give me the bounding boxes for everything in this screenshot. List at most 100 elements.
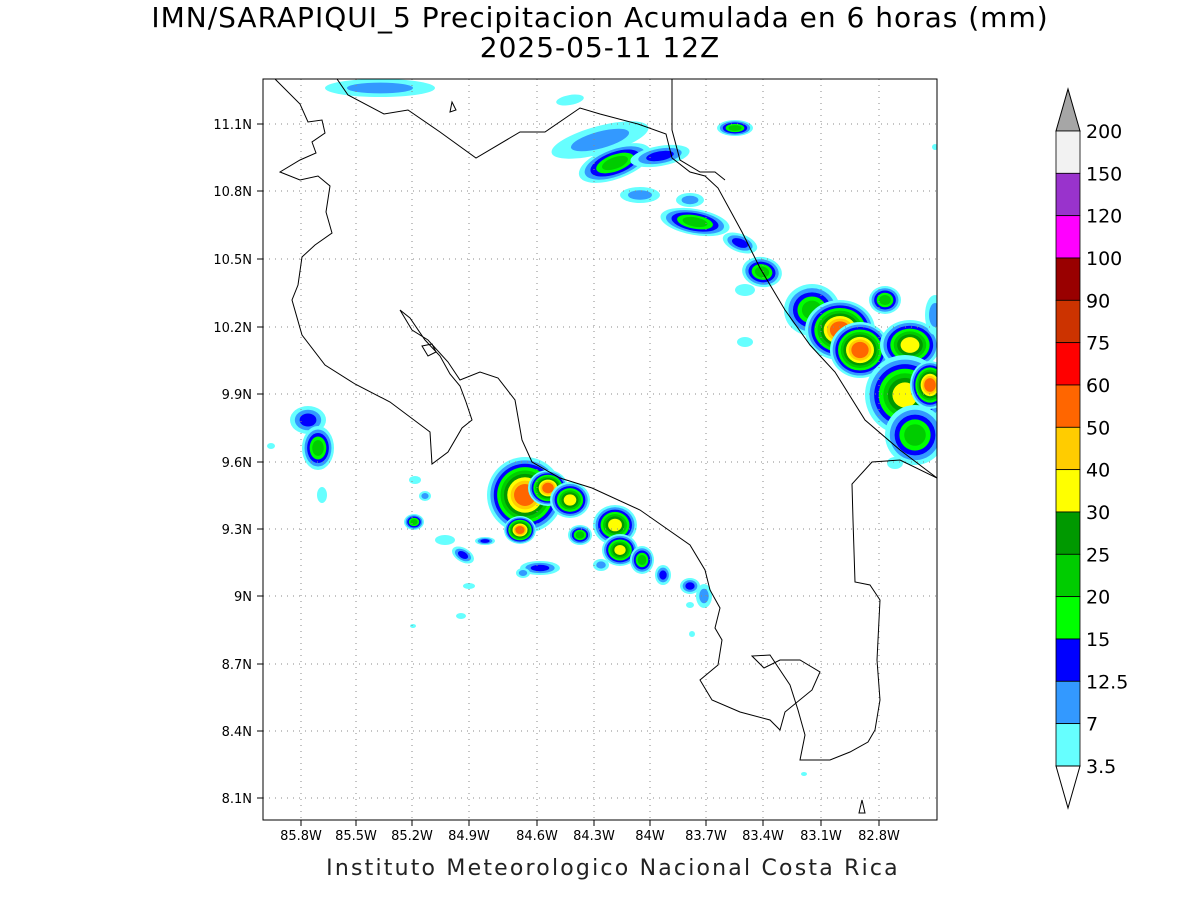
colorbar-swatch (1055, 680, 1081, 725)
lat-label: 10.5N (213, 253, 252, 268)
precip-cell (563, 494, 577, 506)
map-datetime: 2025-05-11 12Z (479, 31, 721, 64)
lon-label: 83.1W (800, 829, 842, 844)
colorbar-swatch (1055, 723, 1081, 767)
precip-cell (887, 457, 903, 469)
precip-cell (410, 624, 416, 628)
precip-cell (575, 531, 585, 539)
precip-cell (409, 476, 421, 484)
colorbar-swatch (1055, 596, 1081, 640)
colorbar-swatch (1055, 257, 1081, 301)
colorbar-label: 30 (1086, 502, 1110, 524)
map-title: IMN/SARAPIQUI_5 Precipitacion Acumulada … (151, 1, 1049, 34)
precip-cell (685, 582, 695, 590)
colorbar-swatch (1055, 172, 1081, 217)
precip-cell (735, 284, 755, 296)
colorbar-label: 200 (1086, 121, 1122, 143)
lon-label: 85.2W (391, 829, 433, 844)
colorbar-label: 100 (1086, 248, 1122, 270)
precip-cell (628, 190, 652, 200)
precip-cell (682, 216, 708, 228)
precip-cell (659, 570, 667, 580)
precip-cell (530, 564, 550, 572)
colorbar-swatch (1055, 638, 1081, 682)
lat-label: 11.1N (213, 118, 252, 133)
colorbar-swatch (1055, 469, 1081, 513)
latitude-labels: 11.1N 10.8N 10.5N 10.2N 9.9N 9.6N 9.3N 9N 8.7N 8.… (213, 118, 263, 807)
precip-cell (347, 82, 413, 94)
precip-cell (646, 150, 674, 162)
coastline (274, 79, 937, 814)
map-frame (262, 78, 938, 821)
precip-cell (515, 525, 525, 535)
precip-cell (731, 238, 749, 248)
precip-cell (904, 424, 926, 446)
precip-cell (421, 493, 429, 499)
lon-label: 84.6W (516, 829, 558, 844)
colorbar-label: 12.5 (1086, 671, 1128, 693)
lon-label: 84W (635, 829, 665, 844)
lat-label: 9.6N (222, 456, 252, 471)
graticule-grid (263, 79, 937, 820)
precip-cell (851, 341, 869, 359)
lon-label: 84.3W (573, 829, 615, 844)
colorbar: 200 150 120 100 90 75 60 50 40 30 25 20 15 12.5 7 3.5 (1055, 87, 1128, 810)
colorbar-swatch (1055, 299, 1081, 344)
precip-cell (480, 539, 490, 543)
colorbar-label: 120 (1086, 206, 1122, 228)
lat-label: 9N (234, 590, 252, 605)
lat-label: 8.4N (222, 725, 252, 740)
precip-cell (728, 125, 742, 131)
precip-cell (924, 378, 936, 392)
precipitation-field (267, 79, 937, 776)
colorbar-swatch (1055, 342, 1081, 386)
colorbar-label: 25 (1086, 544, 1110, 566)
precip-cell (686, 602, 694, 608)
precip-cell (518, 570, 528, 576)
colorbar-swatch (1055, 130, 1081, 174)
lon-label: 84.9W (448, 829, 490, 844)
precip-cell (596, 561, 606, 569)
lat-label: 10.2N (213, 321, 252, 336)
lon-label: 83.7W (685, 829, 727, 844)
colorbar-swatch (1055, 511, 1081, 555)
colorbar-label: 3.5 (1086, 756, 1116, 778)
precip-cell (267, 443, 275, 449)
lon-label: 83.4W (742, 829, 784, 844)
colorbar-label: 7 (1086, 714, 1098, 736)
precip-cell (457, 551, 469, 559)
lat-label: 8.1N (222, 792, 252, 807)
colorbar-swatch (1055, 384, 1081, 428)
lon-label: 85.5W (335, 829, 377, 844)
lat-label: 9.9N (222, 388, 252, 403)
precip-cell (637, 554, 647, 566)
footer-credit: Instituto Meteorologico Nacional Costa R… (326, 856, 900, 881)
lat-label: 9.3N (222, 523, 252, 538)
precip-cell (435, 535, 455, 545)
colorbar-label: 15 (1086, 629, 1110, 651)
longitude-labels: 85.8W 85.5W 85.2W 84.9W 84.6W 84.3W 84W 83.7W 83… (280, 820, 900, 844)
lon-label: 85.8W (280, 829, 322, 844)
precip-cell (801, 772, 807, 776)
colorbar-label: 60 (1086, 375, 1110, 397)
colorbar-swatch (1055, 426, 1081, 471)
colorbar-min-arrow (1055, 765, 1081, 810)
colorbar-label: 75 (1086, 333, 1110, 355)
precip-cell (601, 155, 629, 171)
precip-cell (699, 588, 709, 604)
precip-cell (614, 544, 626, 556)
precip-cell (879, 294, 891, 306)
precip-cell (312, 440, 324, 456)
precip-cell (463, 583, 475, 589)
precip-cell (317, 487, 327, 503)
precip-cell (900, 337, 920, 353)
precip-cell (608, 518, 622, 532)
colorbar-swatch (1055, 215, 1081, 259)
colorbar-label: 20 (1086, 587, 1110, 609)
precip-cell (410, 519, 418, 525)
colorbar-label: 40 (1086, 460, 1110, 482)
precip-cell (681, 195, 699, 205)
colorbar-max-arrow (1055, 87, 1081, 132)
precip-cell (556, 94, 584, 106)
